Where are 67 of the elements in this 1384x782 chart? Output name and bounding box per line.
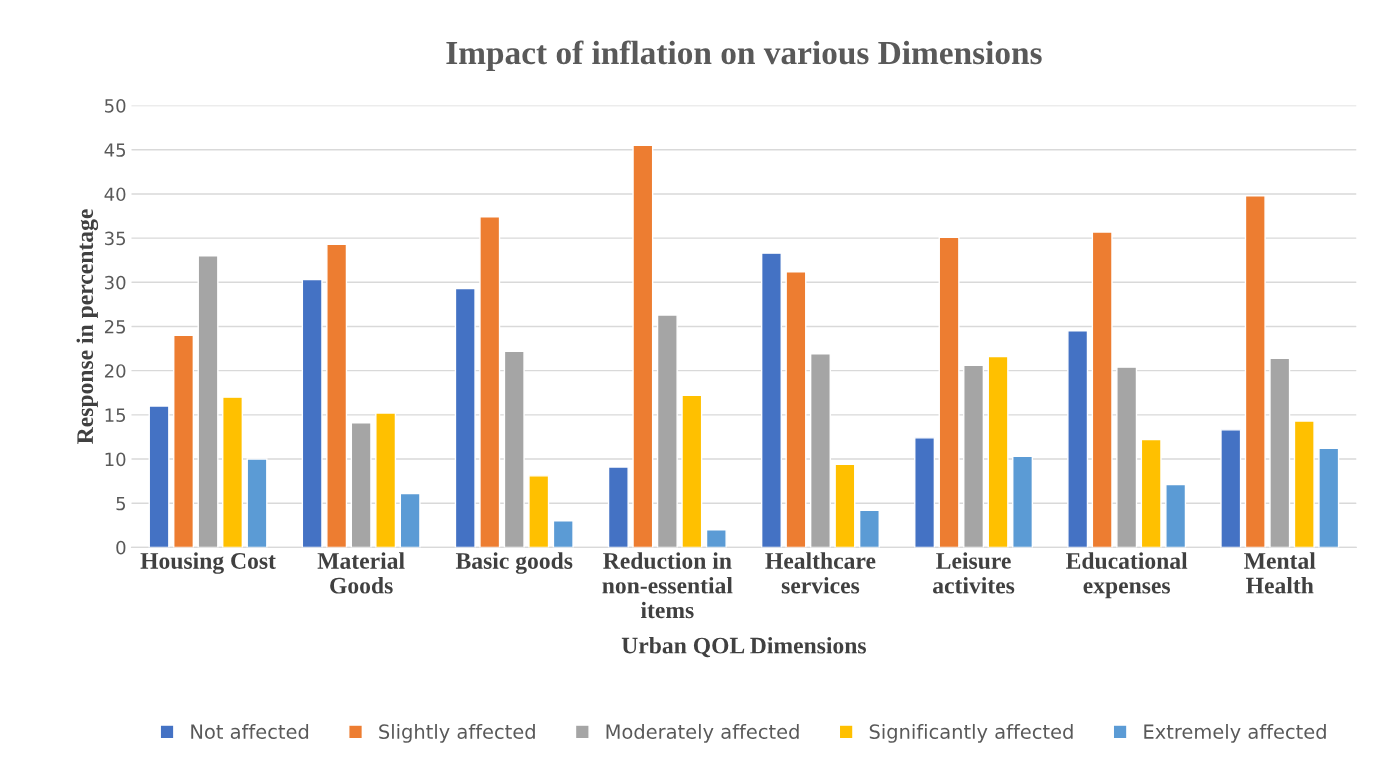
y-tick-label: 50	[105, 99, 126, 113]
x-tick-label: Mental Health	[1244, 552, 1316, 594]
y-tick-label: 45	[104, 143, 126, 157]
y-tick-label: 5	[116, 496, 126, 511]
x-tick-label: Material Goods	[317, 552, 405, 594]
y-tick-label: 35	[105, 231, 126, 246]
y-tick-label: 0	[116, 540, 126, 555]
x-tick-label: Healthcare services	[765, 552, 876, 594]
legend-label: Moderately affected	[606, 723, 799, 743]
bar	[246, 458, 268, 548]
bar	[607, 466, 629, 548]
bar	[375, 412, 397, 548]
bar	[148, 405, 170, 548]
bar	[1165, 483, 1187, 548]
legend-label: Slightly affected	[379, 723, 535, 743]
bar	[197, 255, 219, 548]
x-tick-label: Basic goods	[455, 552, 573, 574]
bar	[350, 422, 372, 548]
y-tick-label: 20	[104, 364, 126, 378]
x-axis-title: Urban QOL Dimensions	[621, 636, 866, 658]
chart-title: Impact of inflation on various Dimensions	[446, 40, 1042, 71]
bar	[1067, 330, 1089, 548]
legend-label: Not affected	[191, 723, 309, 740]
bar	[938, 236, 960, 548]
bar	[222, 396, 244, 548]
bar	[987, 355, 1009, 548]
y-tick-label: 40	[104, 187, 126, 202]
bar	[914, 437, 936, 548]
bar	[173, 334, 195, 548]
bar	[528, 475, 550, 548]
bar	[503, 350, 525, 548]
bar	[1244, 195, 1266, 548]
bar	[681, 394, 703, 548]
bar	[1116, 366, 1138, 548]
bar	[1140, 438, 1162, 548]
bar	[1220, 429, 1242, 548]
bar	[656, 314, 678, 548]
bar	[1091, 231, 1113, 548]
bar	[834, 463, 856, 548]
y-tick-label: 30	[105, 275, 126, 290]
x-tick-label: Leisure activites	[933, 552, 1015, 594]
bar	[1012, 455, 1034, 548]
bar	[963, 364, 985, 548]
legend-label: Significantly affected	[869, 723, 1073, 743]
bar	[705, 529, 727, 548]
bar	[1318, 447, 1340, 548]
x-tick-label: Housing Cost	[140, 552, 276, 574]
bar	[1269, 357, 1291, 548]
y-tick-label: 25	[104, 319, 126, 334]
x-tick-label: Educational expenses	[1066, 552, 1188, 599]
bar	[760, 252, 782, 548]
bar	[785, 271, 807, 548]
bar	[858, 509, 880, 548]
bar	[552, 520, 574, 548]
x-tick-label: Reduction in non-essential items	[602, 552, 733, 619]
legend-label: Extremely affected	[1144, 723, 1326, 743]
y-axis-title: Response in percentage	[76, 209, 99, 444]
bar	[479, 216, 501, 548]
bar	[632, 144, 654, 548]
bar	[809, 353, 831, 548]
bar	[454, 287, 476, 548]
y-tick-label: 15	[105, 408, 126, 422]
bar	[301, 278, 323, 548]
bar	[1293, 420, 1315, 548]
bar	[399, 492, 421, 548]
y-tick-label: 10	[105, 452, 126, 467]
bar	[326, 243, 348, 548]
